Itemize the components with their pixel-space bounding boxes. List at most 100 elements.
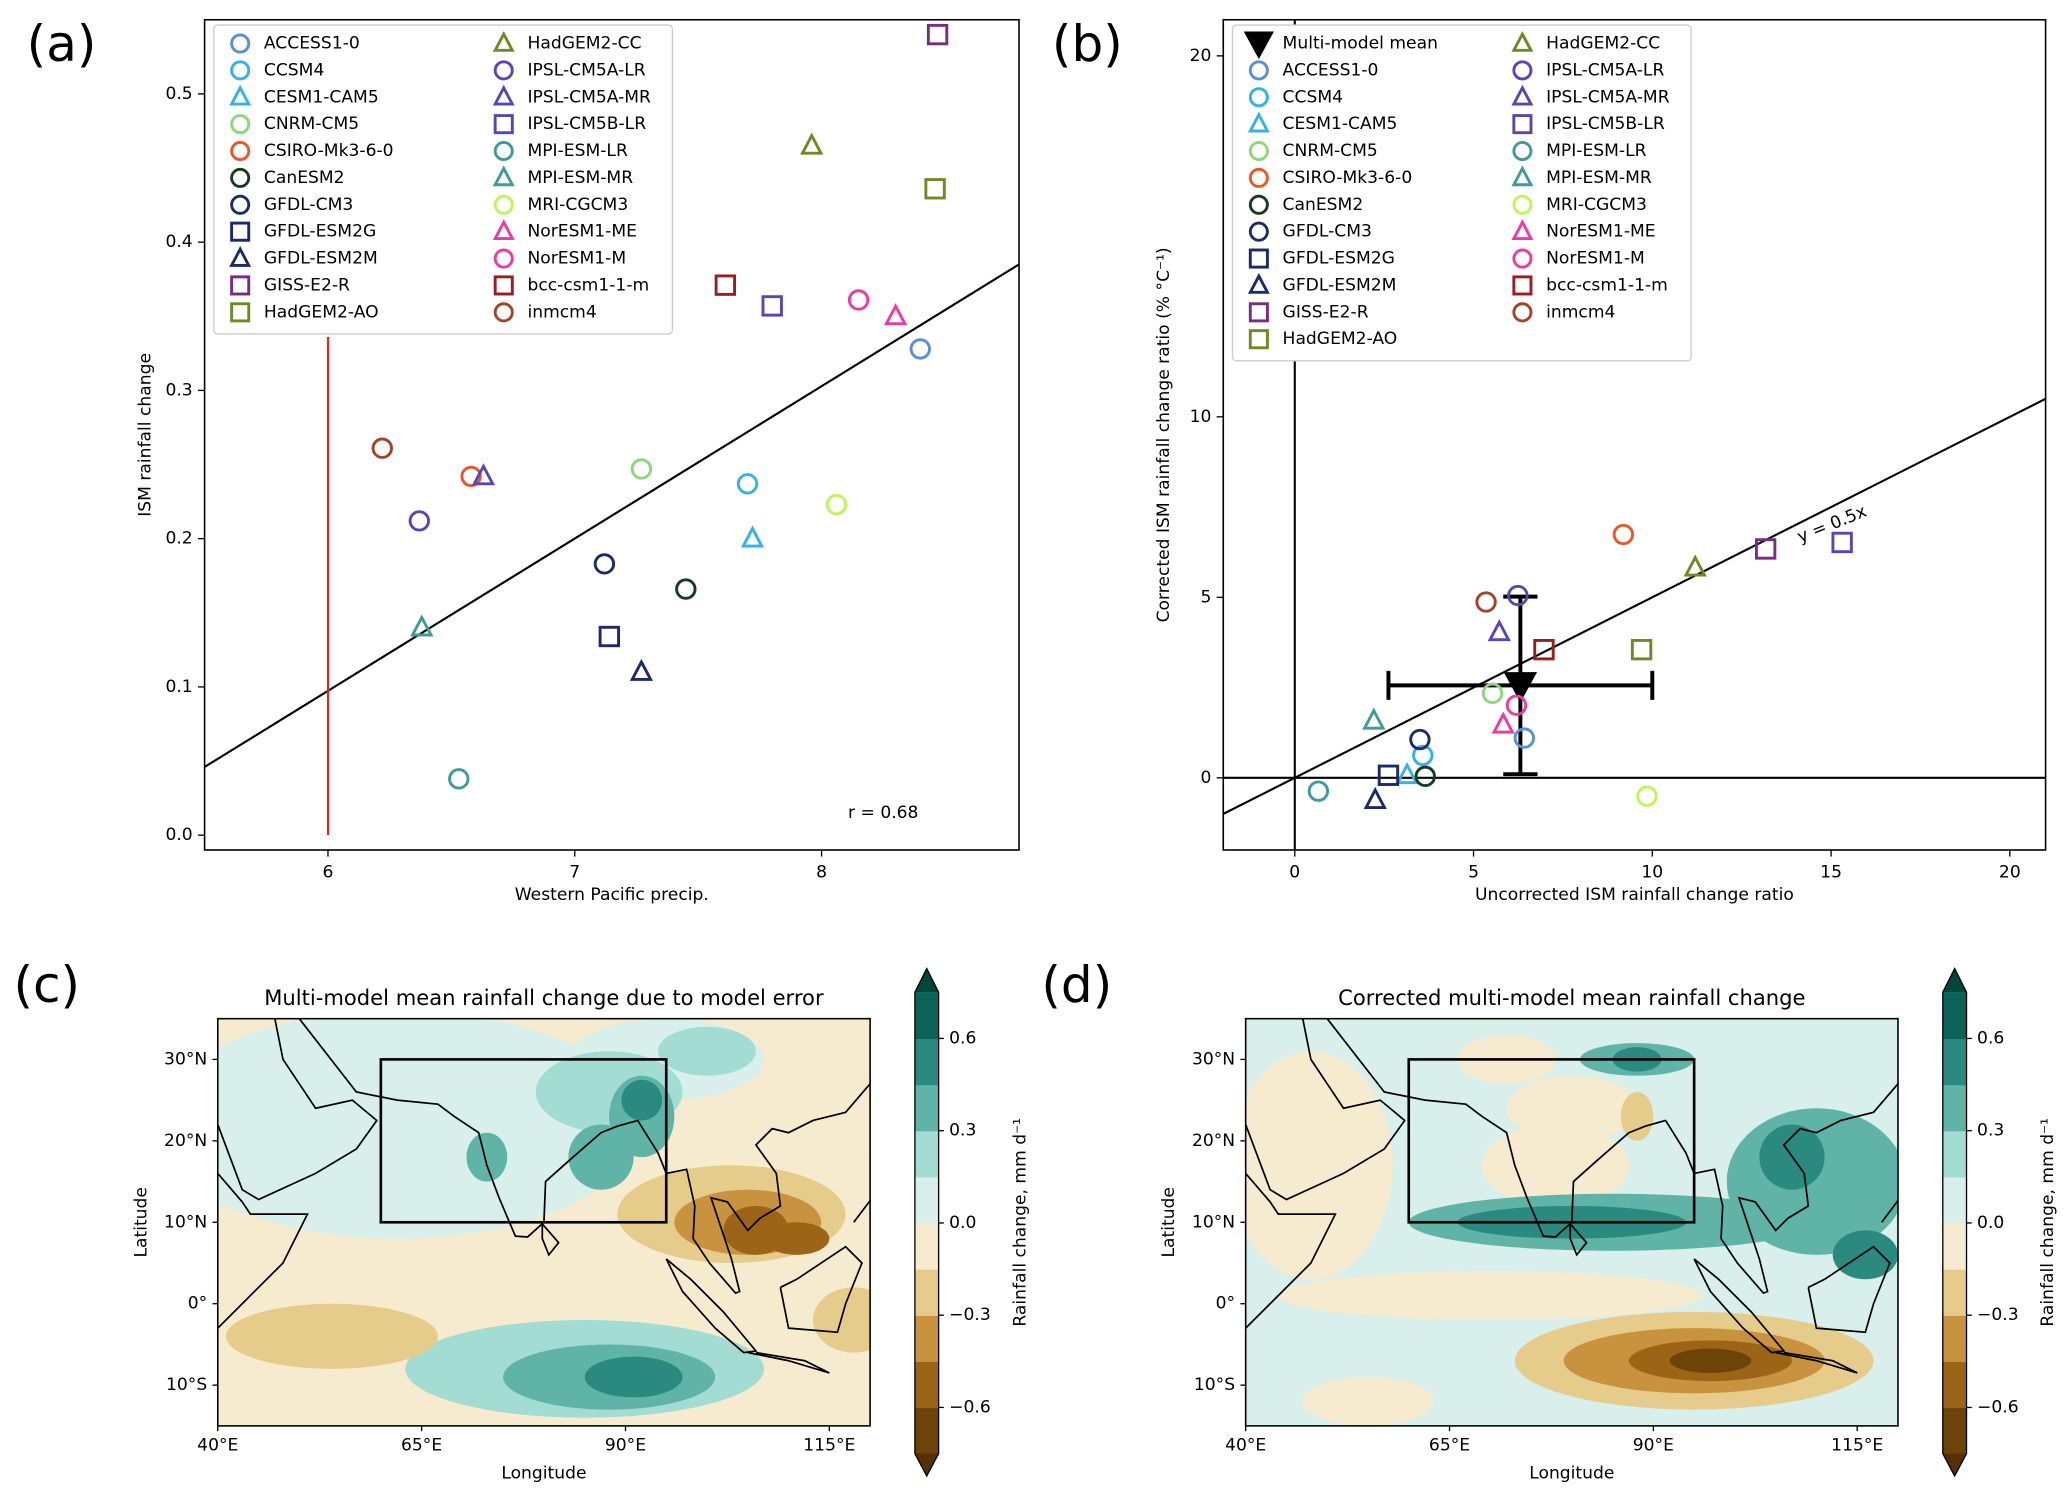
panel-label: (a) [27,15,97,73]
legend-label: ACCESS1-0 [1283,60,1379,80]
y-tick-label: 10°S [166,1375,207,1395]
colorbar-level [1942,1130,1967,1178]
y-tick-label: 0.5 [165,84,192,104]
legend-marker [1248,87,1269,108]
x-tick-label: 65°E [401,1436,442,1456]
legend-label: GFDL-ESM2G [264,222,376,242]
colorbar-level [914,1176,939,1224]
field-contour [466,1132,508,1182]
point [714,274,736,296]
y-tick-label: 0.0 [165,825,192,845]
y-tick-label: 0.1 [165,677,192,697]
field-contour [356,1189,504,1223]
legend-marker [230,167,251,188]
legend-label: MRI-CGCM3 [527,195,628,215]
point [800,132,824,155]
legend-marker [1248,194,1269,215]
legend-marker [493,114,514,135]
colorbar-level [1942,1361,1967,1409]
legend-label: MPI-ESM-LR [527,141,628,161]
point [1630,638,1653,661]
legend-marker [492,84,515,106]
point [1503,672,1538,703]
y-tick-label: 0.3 [165,380,192,400]
field-contour [1302,1377,1434,1426]
x-tick-label: 5 [1468,862,1479,882]
x-axis-label: Uncorrected ISM rainfall change ratio [1475,885,1794,905]
legend-label: HadGEM2-AO [1283,329,1398,349]
point [761,295,783,317]
legend-marker [492,30,515,52]
legend-marker [493,141,514,162]
point [598,625,621,648]
legend-box [213,24,674,335]
legend-marker [1248,60,1269,81]
point [1475,591,1497,613]
point [448,768,470,790]
legend-label: IPSL-CM5B-LR [527,114,646,134]
x-tick-label: 7 [569,862,580,882]
legend-box [1231,24,1692,362]
y-tick-label: 0° [188,1294,207,1314]
point [1487,619,1511,642]
y-tick-label: 10°N [1192,1212,1235,1232]
colorbar-level [914,1315,939,1362]
legend-marker [1512,141,1533,162]
y-axis-label: Latitude [131,1187,151,1257]
colorbar-outline [914,967,940,1478]
legend-marker [1512,275,1533,296]
field-contour [1278,1271,1703,1321]
y-tick-label: 30°N [164,1049,207,1069]
legend-label: HadGEM2-CC [1546,33,1660,53]
colorbar-tick-label: −0.6 [1977,1397,2019,1417]
region-box [379,1058,668,1224]
panel-label: (c) [14,956,81,1014]
field-contour [621,1079,663,1121]
point [1533,638,1555,661]
legend-marker [493,302,514,323]
legend: Multi-model mean ACCESS1-0 CCSM4 CESM1-CAM5… [1231,24,1692,362]
x-axis-label: Longitude [501,1463,586,1483]
colorbar-tick-label: 0.6 [949,1028,976,1048]
field-contour [1506,1075,1638,1141]
point [1363,786,1387,810]
map-title: Multi-model mean rainfall change due to … [264,985,824,1010]
legend-label: CSIRO-Mk3-6-0 [1283,168,1413,188]
point [675,578,697,600]
legend-marker [1248,221,1269,242]
point [1377,764,1400,786]
point [909,338,931,360]
colorbar-tick-label: 0.0 [1977,1213,2004,1233]
y-tick-label: 10°N [164,1212,207,1232]
legend-label: CNRM-CM5 [1283,141,1378,161]
legend-label: CNRM-CM5 [264,114,359,134]
legend-label: CCSM4 [264,60,324,80]
point [740,525,765,548]
y-tick-label: 20°N [1192,1131,1235,1151]
legend-marker [493,275,514,296]
x-tick-label: 20 [1999,862,2021,882]
legend-marker [230,302,251,323]
colorbar-tick-label: 0.3 [949,1121,976,1141]
legend-marker [493,60,514,81]
coastline [1245,1018,1406,1201]
colorbar-level [1942,1407,1967,1455]
colorbar-label: Rainfall change, mm d⁻¹ [1010,1118,1030,1327]
legend-marker [1243,31,1274,60]
coastline [853,1156,871,1223]
legend-label: IPSL-CM5B-LR [1546,114,1665,134]
legend-label: Multi-model mean [1283,33,1438,53]
legend-marker [492,165,515,187]
coastline [541,1223,560,1257]
point [1513,727,1535,749]
coastline [1326,1018,1898,1295]
x-tick-label: 0 [1289,862,1300,882]
coastline [1569,1223,1588,1257]
y-tick-label: 20°N [164,1131,207,1151]
legend-marker [1512,194,1533,215]
legend-label: GISS-E2-R [1283,302,1369,322]
point [926,23,949,46]
coastline [1881,1156,1898,1223]
legend-marker [1511,30,1534,52]
y-tick-label: 30°N [1192,1049,1235,1069]
